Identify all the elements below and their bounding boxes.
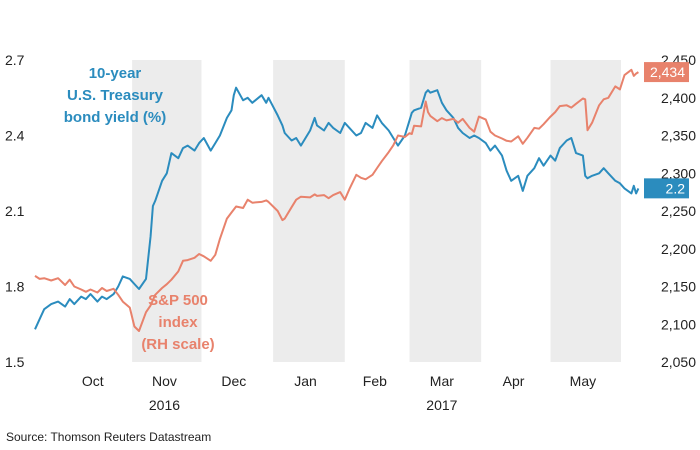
left-tick-label: 1.8 bbox=[5, 279, 25, 295]
left-tick-label: 2.7 bbox=[5, 52, 25, 68]
series-annotation-0-line-1: U.S. Treasury bbox=[67, 87, 164, 104]
left-tick-label: 2.4 bbox=[5, 128, 25, 144]
month-label-mar: Mar bbox=[430, 373, 454, 389]
right-tick-label: 2,150 bbox=[661, 279, 696, 295]
month-label-nov: Nov bbox=[152, 373, 177, 389]
month-label-feb: Feb bbox=[363, 373, 387, 389]
end-value-label-0: 2.2 bbox=[666, 180, 686, 196]
right-tick-label: 2,400 bbox=[661, 90, 696, 106]
series-annotation-1-line-1: index bbox=[158, 314, 198, 331]
shaded-band-2 bbox=[409, 60, 482, 362]
right-tick-label: 2,200 bbox=[661, 241, 696, 257]
end-value-label-1: 2,434 bbox=[650, 64, 685, 80]
month-label-apr: Apr bbox=[503, 373, 525, 389]
series-line-sp500 bbox=[34, 68, 639, 332]
right-tick-label: 2,350 bbox=[661, 128, 696, 144]
right-tick-label: 2,250 bbox=[661, 203, 696, 219]
shaded-band-0 bbox=[132, 60, 202, 362]
month-label-dec: Dec bbox=[221, 373, 246, 389]
month-label-oct: Oct bbox=[82, 373, 104, 389]
source-note: Source: Thomson Reuters Datastream bbox=[6, 430, 212, 444]
year-label-2016: 2016 bbox=[149, 397, 180, 413]
right-tick-label: 2,100 bbox=[661, 316, 696, 332]
year-label-2017: 2017 bbox=[426, 397, 457, 413]
right-tick-label: 2,300 bbox=[661, 165, 696, 181]
left-tick-label: 2.1 bbox=[5, 203, 25, 219]
chart-canvas: 1.5 1.8 2.1 2.4 2.7 2,050 2,100 2,150 2,200 2,250… bbox=[5, 52, 696, 413]
right-tick-label: 2,050 bbox=[661, 354, 696, 370]
series-annotation-1-line-2: (RH scale) bbox=[141, 336, 214, 353]
series-line-treasury-yield bbox=[34, 86, 640, 330]
end-value-badge-1 bbox=[644, 62, 689, 83]
series-annotation-0-line-2: bond yield (%) bbox=[64, 109, 167, 126]
series-annotation-0-line-0: 10-year bbox=[89, 65, 142, 82]
end-value-badge-0 bbox=[644, 178, 689, 199]
left-tick-label: 1.5 bbox=[5, 354, 25, 370]
series-annotation-1-line-0: S&P 500 bbox=[148, 292, 208, 309]
shaded-band-1 bbox=[273, 60, 345, 362]
month-label-may: May bbox=[570, 373, 596, 389]
month-label-jan: Jan bbox=[294, 373, 317, 389]
